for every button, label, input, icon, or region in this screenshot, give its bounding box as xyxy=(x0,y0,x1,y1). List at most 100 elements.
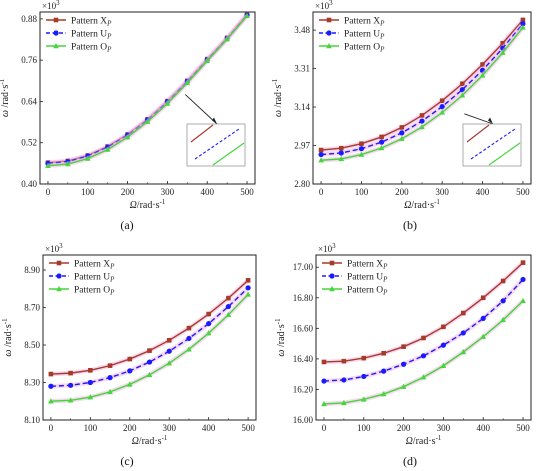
legend-marker xyxy=(56,260,62,266)
data-point xyxy=(421,335,426,341)
data-point xyxy=(318,147,324,153)
data-point xyxy=(380,391,387,397)
x-tick-label: 400 xyxy=(476,187,490,197)
legend-label: Pattern OP xyxy=(347,285,388,296)
series-glow xyxy=(323,299,525,407)
legend-label: Pattern UP xyxy=(71,29,112,40)
data-point xyxy=(500,316,506,323)
legend-entry: Pattern UP xyxy=(49,272,115,283)
data-point xyxy=(338,145,344,151)
data-point xyxy=(338,155,345,162)
x-tick-label: 200 xyxy=(397,423,411,433)
data-point xyxy=(381,350,386,356)
legend: Pattern XP Pattern UP Pattern OP xyxy=(46,16,112,53)
data-point xyxy=(107,375,113,381)
data-point xyxy=(520,17,526,23)
legend-entry: Pattern UP xyxy=(322,272,388,283)
data-point xyxy=(186,325,192,331)
legend-entry: Pattern OP xyxy=(322,285,388,296)
data-point xyxy=(338,150,344,156)
inset-line-u xyxy=(470,128,516,160)
data-point xyxy=(84,155,91,161)
data-point xyxy=(184,79,191,86)
x-tick-label: 300 xyxy=(162,423,176,433)
legend: Pattern XP Pattern UP Pattern OP xyxy=(319,16,385,53)
chart-panel-1: 0 100 200 300 400 500 0.40 0.52 0.64 0.76 0.88 ×103… xyxy=(0,0,256,232)
legend-marker xyxy=(53,17,59,23)
data-point xyxy=(104,146,111,152)
inset-line-o xyxy=(212,142,245,166)
data-point xyxy=(107,363,113,368)
x-tick-label: 500 xyxy=(516,187,530,197)
y-tick-label: 0.76 xyxy=(21,55,37,65)
x-axis-label: Ω/rad·s-1 xyxy=(406,434,442,447)
data-point xyxy=(204,57,211,64)
data-point xyxy=(65,161,71,167)
data-point xyxy=(420,374,427,380)
data-point xyxy=(146,371,153,378)
data-point xyxy=(126,381,133,387)
x-tick-label: 300 xyxy=(435,187,449,197)
legend-entry: Pattern OP xyxy=(319,42,385,53)
x-tick-label: 100 xyxy=(357,423,371,433)
zoom-arrow xyxy=(464,113,494,125)
data-point xyxy=(48,383,54,389)
data-point xyxy=(399,135,405,141)
data-point xyxy=(520,24,526,30)
data-point xyxy=(359,141,364,147)
data-point xyxy=(378,145,385,151)
zoom-inset xyxy=(185,94,246,167)
zoom-arrowhead xyxy=(488,117,493,124)
data-point xyxy=(440,362,447,368)
zoom-arrow xyxy=(185,94,218,125)
x-tick-label: 100 xyxy=(84,423,98,433)
data-point xyxy=(45,162,51,168)
data-point xyxy=(321,359,327,365)
data-point xyxy=(439,98,445,104)
y-tick-label: 0.64 xyxy=(21,96,37,106)
data-point xyxy=(244,12,250,18)
series-o-p xyxy=(321,297,526,407)
data-point xyxy=(206,321,212,327)
data-point xyxy=(358,146,365,152)
x-tick-label: 400 xyxy=(202,423,216,433)
legend-entry: Pattern XP xyxy=(322,259,388,270)
data-point xyxy=(520,276,526,283)
data-point xyxy=(166,348,172,354)
y-scale-factor: ×103 xyxy=(315,0,333,11)
data-point xyxy=(461,310,466,316)
data-point xyxy=(399,125,405,130)
data-point xyxy=(360,396,367,402)
x-tick-label: 400 xyxy=(200,187,214,197)
data-point xyxy=(459,92,466,98)
data-point xyxy=(400,361,407,367)
data-point xyxy=(420,353,427,359)
series-x-p xyxy=(48,278,251,377)
data-point xyxy=(419,113,425,118)
data-point xyxy=(166,338,172,343)
y-scale-factor: ×103 xyxy=(45,242,63,254)
data-point xyxy=(361,373,367,380)
data-point xyxy=(520,21,526,27)
legend-marker xyxy=(326,43,332,49)
series-line xyxy=(50,287,249,387)
data-point xyxy=(379,134,384,140)
x-tick-label: 0 xyxy=(49,423,54,433)
legend-entry: Pattern XP xyxy=(49,259,115,270)
series-u-p xyxy=(318,21,526,158)
data-point xyxy=(245,291,251,297)
data-point xyxy=(379,139,385,145)
data-point xyxy=(361,355,367,361)
legend-label: Pattern UP xyxy=(74,272,115,283)
panel-caption: (d) xyxy=(403,454,417,468)
data-point xyxy=(401,344,406,349)
data-point xyxy=(400,383,407,389)
x-axis-label: Ω/rad·s-1 xyxy=(404,198,440,211)
y-tick-label: 16.40 xyxy=(293,354,314,364)
legend-marker xyxy=(326,17,332,23)
y-tick-label: 0.40 xyxy=(21,179,37,189)
data-point xyxy=(520,260,526,265)
series-u-p xyxy=(48,285,251,389)
data-point xyxy=(460,330,466,336)
